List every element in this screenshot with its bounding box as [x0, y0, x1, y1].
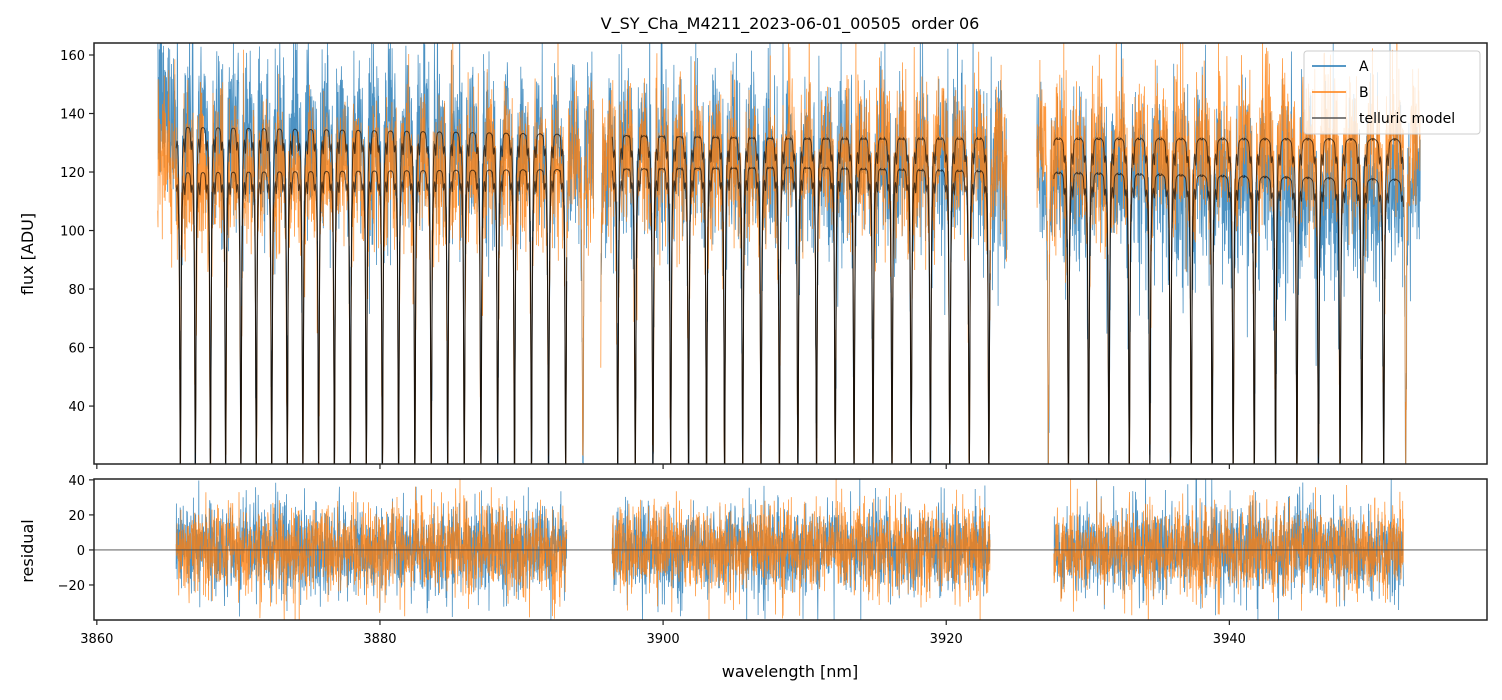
flux-y-tick-label: 100 [60, 225, 85, 240]
flux-y-tick-label: 60 [68, 342, 85, 357]
flux-y-tick-label: 80 [68, 283, 85, 298]
x-axis-label: wavelength [nm] [722, 662, 859, 681]
flux-y-axis-label: flux [ADU] [18, 213, 37, 295]
telluric-model-line-lower [175, 169, 568, 464]
series-b-residual-line [611, 479, 991, 620]
x-tick-label: 3860 [80, 632, 113, 647]
residual-y-tick-label: 0 [77, 544, 85, 559]
series-a-flux-line [600, 43, 1008, 464]
x-tick-label: 3920 [930, 632, 963, 647]
telluric-model-line-upper [1053, 136, 1404, 464]
flux-y-tick-label: 140 [60, 108, 85, 123]
legend-box [1303, 50, 1481, 135]
flux-y-tick-label: 40 [68, 400, 85, 415]
legend-label-model: telluric model [1359, 111, 1455, 127]
series-a-flux-line [157, 43, 595, 464]
residual-y-tick-label: 20 [68, 509, 85, 524]
telluric-model-line-lower [1053, 171, 1404, 464]
residual-y-tick-label: 40 [68, 474, 85, 489]
flux-axes-frame [93, 42, 1488, 465]
residual-y-tick-label: −20 [58, 579, 85, 594]
series-b-residual-line [175, 479, 568, 620]
residual-panel [94, 479, 1487, 620]
flux-y-tick-label: 160 [60, 49, 85, 64]
series-b-flux-line [157, 43, 595, 464]
residual-y-axis-label: residual [18, 519, 37, 582]
series-b-residual-line [1053, 479, 1404, 620]
legend-label-a: A [1359, 59, 1369, 75]
telluric-model-line-lower [611, 165, 991, 464]
x-tick-label: 3900 [647, 632, 680, 647]
telluric-model-line-upper [611, 133, 991, 464]
chart-title: V_SY_Cha_M4211_2023-06-01_00505 order 06 [601, 14, 980, 34]
flux-panel [157, 43, 1421, 464]
x-tick-label: 3880 [363, 632, 396, 647]
x-tick-label: 3940 [1213, 632, 1246, 647]
flux-y-tick-label: 120 [60, 166, 85, 181]
legend-label-b: B [1359, 85, 1369, 101]
legend: A B telluric model [1303, 50, 1481, 135]
